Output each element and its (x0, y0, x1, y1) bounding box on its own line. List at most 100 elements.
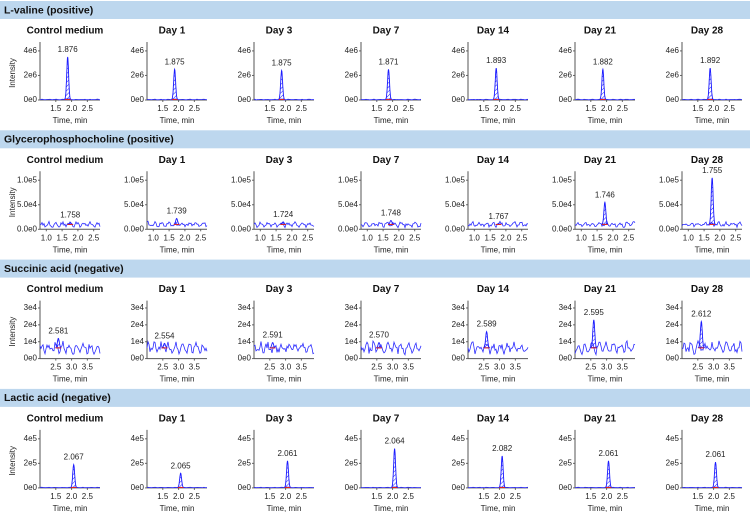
x-tick-label: 2.5 (82, 104, 94, 113)
peak-label: 1.748 (381, 209, 402, 218)
x-tick-label: 3.5 (403, 363, 415, 372)
y-tick-label: 4e5 (238, 434, 252, 443)
x-axis-label: Time, min (695, 375, 730, 384)
y-tick-label: 4e6 (559, 46, 573, 55)
x-tick-label: 2.5 (82, 492, 94, 501)
x-tick-label: 2.5 (617, 104, 629, 113)
x-tick-label: 2.0 (387, 492, 399, 501)
x-tick-label: 1.5 (264, 492, 276, 501)
peak-label: 2.554 (154, 332, 175, 341)
x-axis-label: Time, min (53, 245, 88, 254)
y-tick-label: 3e4 (24, 303, 38, 312)
y-tick-label: 5.0e4 (445, 200, 466, 209)
peak-label: 2.064 (385, 437, 406, 446)
x-axis-label: Time, min (481, 375, 516, 384)
peak-label: 1.739 (167, 207, 188, 216)
y-tick-label: 0.0e0 (231, 224, 252, 233)
peak-label: 1.875 (272, 59, 293, 68)
peak (178, 473, 184, 487)
y-tick-label: 2e4 (345, 320, 359, 329)
peak-label: 1.746 (595, 190, 616, 199)
y-tick-label: 1.0e5 (17, 175, 38, 184)
x-tick-label: 2.5 (302, 233, 314, 242)
y-tick-label: 2e6 (559, 71, 573, 80)
x-tick-label: 2.5 (724, 492, 736, 501)
x-tick-label: 2.0 (173, 492, 185, 501)
y-tick-label: 0e0 (238, 95, 252, 104)
y-tick-label: 0e0 (131, 483, 145, 492)
y-tick-label: 4e5 (559, 434, 573, 443)
y-tick-label: 4e5 (131, 434, 145, 443)
x-tick-label: 2.0 (387, 104, 399, 113)
x-tick-label: 2.0 (601, 492, 613, 501)
panel-title: Day 7 (373, 284, 400, 295)
y-tick-label: 0.0e0 (338, 224, 359, 233)
y-tick-label: 0e0 (559, 354, 573, 363)
y-tick-label: 4e5 (666, 434, 680, 443)
section-title: Glycerophosphocholine (positive) (4, 134, 174, 146)
x-tick-label: 2.5 (692, 363, 704, 372)
y-tick-label: 2e6 (238, 71, 252, 80)
x-tick-label: 2.5 (296, 492, 308, 501)
panel-title: Day 1 (159, 284, 186, 295)
peak (270, 343, 276, 348)
x-axis-label: Time, min (588, 504, 623, 513)
x-axis-label: Time, min (588, 116, 623, 125)
panel-title: Day 14 (477, 284, 510, 295)
x-tick-label: 1.5 (271, 233, 283, 242)
peak (602, 202, 608, 224)
y-tick-label: 0e0 (345, 483, 359, 492)
x-tick-label: 2.5 (50, 363, 62, 372)
peak-label: 2.061 (277, 449, 298, 458)
x-tick-label: 2.5 (510, 492, 522, 501)
x-tick-label: 1.0 (255, 233, 267, 242)
x-tick-label: 1.5 (157, 492, 169, 501)
peak (606, 461, 612, 487)
x-tick-label: 1.5 (371, 492, 383, 501)
x-tick-label: 2.5 (409, 233, 421, 242)
y-tick-label: 2e6 (131, 71, 145, 80)
x-tick-label: 2.0 (494, 492, 506, 501)
y-tick-label: 2e6 (345, 71, 359, 80)
baseline-trace (40, 341, 100, 354)
x-axis-label: Time, min (374, 375, 409, 384)
y-axis-label: Intensity (8, 58, 17, 88)
section-title: Succinic acid (negative) (4, 263, 124, 275)
y-tick-label: 0e0 (345, 95, 359, 104)
y-tick-label: 1.0e5 (231, 175, 252, 184)
x-tick-label: 2.5 (157, 363, 169, 372)
x-tick-label: 2.0 (500, 233, 512, 242)
x-tick-label: 1.5 (371, 104, 383, 113)
peak-label: 1.876 (58, 45, 79, 54)
y-tick-label: 3e4 (452, 303, 466, 312)
x-tick-label: 2.5 (724, 104, 736, 113)
x-tick-label: 2.5 (623, 233, 635, 242)
y-tick-label: 4e5 (452, 434, 466, 443)
peak (56, 338, 62, 347)
x-axis-label: Time, min (481, 504, 516, 513)
x-tick-label: 1.5 (585, 492, 597, 501)
x-tick-label: 2.0 (714, 233, 726, 242)
panel-title: Day 14 (477, 414, 510, 425)
panel-title: Day 7 (373, 155, 400, 166)
x-tick-label: 3.0 (387, 363, 399, 372)
x-axis-label: Time, min (695, 116, 730, 125)
y-tick-label: 0e0 (559, 95, 573, 104)
x-axis-label: Time, min (481, 116, 516, 125)
y-tick-label: 5.0e4 (659, 200, 680, 209)
y-tick-label: 1.0e5 (552, 175, 573, 184)
panel-title: Day 7 (373, 414, 400, 425)
y-tick-label: 5.0e4 (231, 200, 252, 209)
peak-label: 2.581 (48, 326, 69, 335)
x-tick-label: 1.0 (469, 233, 481, 242)
y-tick-label: 2e4 (238, 320, 252, 329)
x-axis-label: Time, min (481, 245, 516, 254)
x-tick-label: 1.5 (164, 233, 176, 242)
peak-label: 1.892 (700, 56, 721, 65)
y-tick-label: 3e4 (559, 303, 573, 312)
x-tick-label: 3.5 (296, 363, 308, 372)
panel-title: Day 21 (584, 284, 617, 295)
x-tick-label: 2.5 (516, 233, 528, 242)
y-tick-label: 2e6 (666, 71, 680, 80)
y-tick-label: 0e0 (238, 483, 252, 492)
